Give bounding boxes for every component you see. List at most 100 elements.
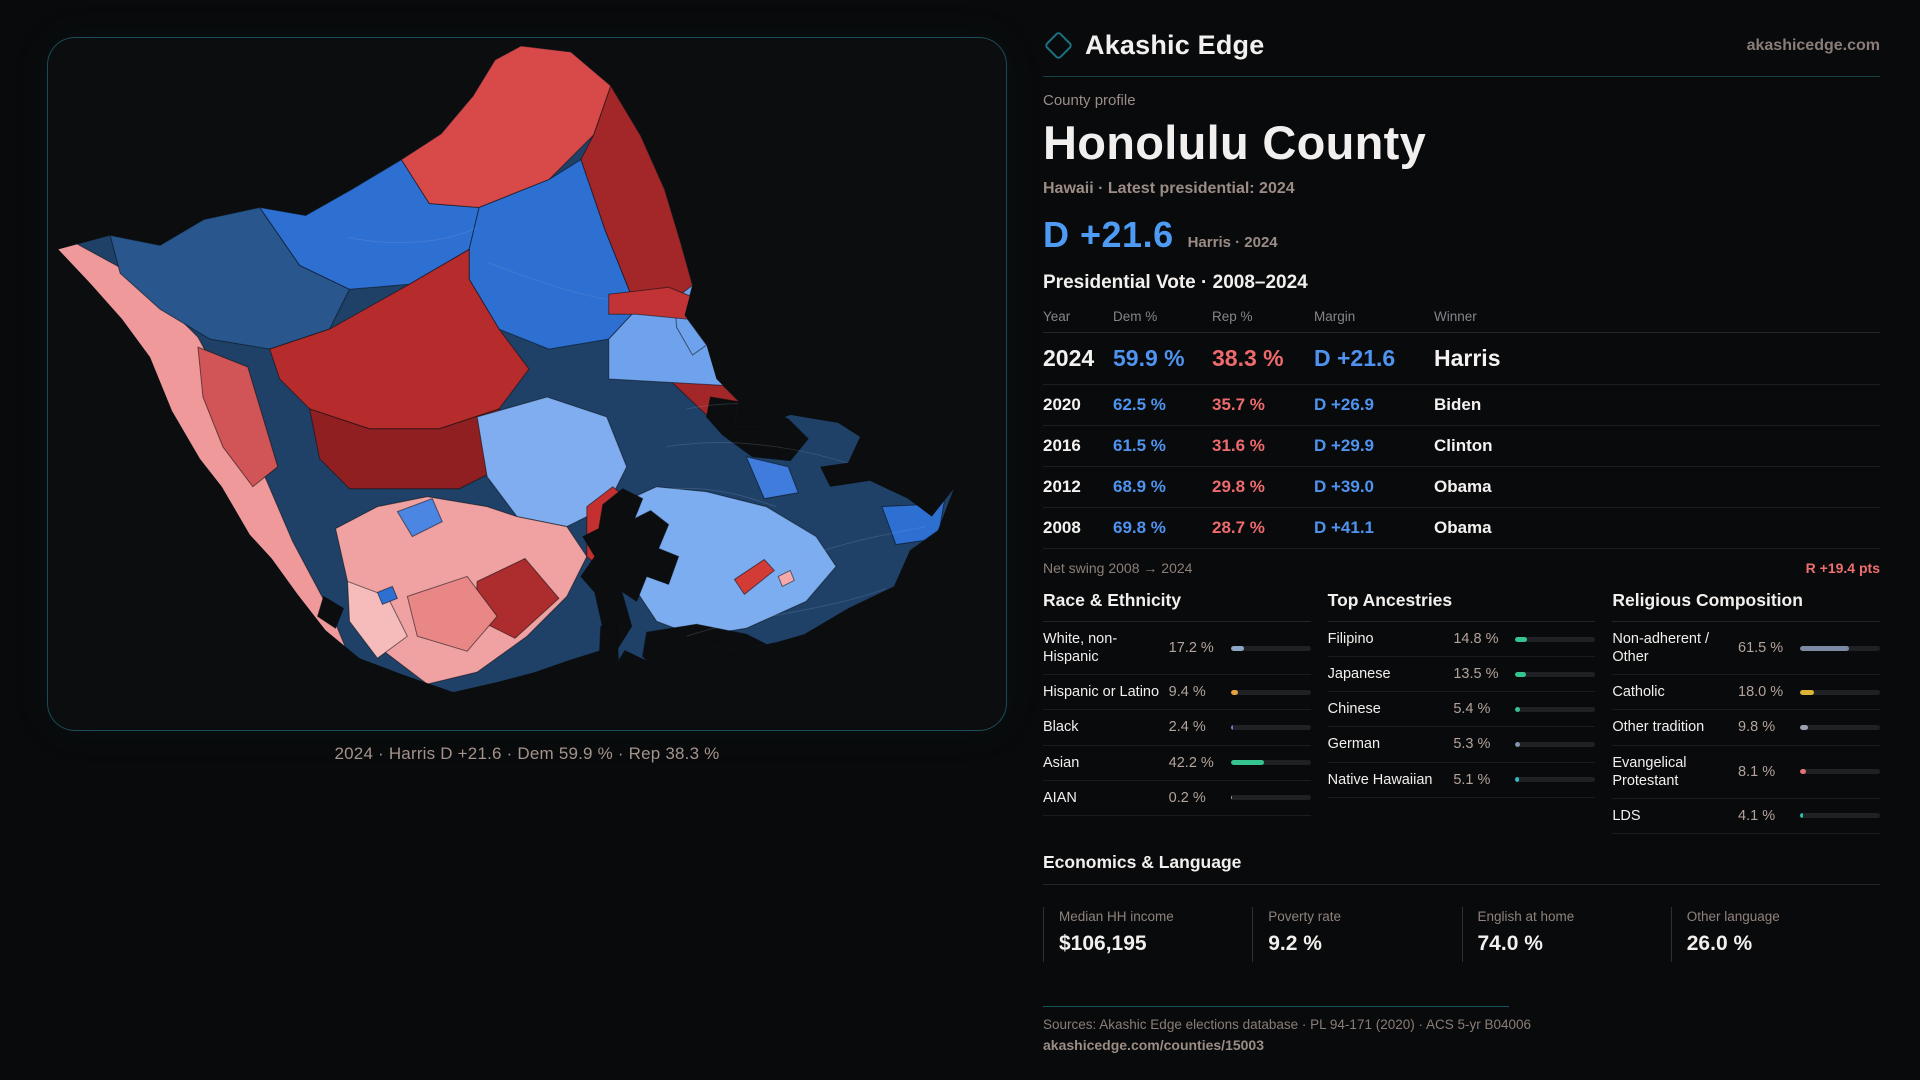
year-cell: 2012 — [1043, 466, 1113, 508]
stat-tile: Poverty rate 9.2 % — [1252, 906, 1461, 962]
oahu-precinct-map — [58, 45, 954, 693]
net-swing-label: Net swing 2008 → 2024 — [1043, 560, 1193, 576]
year-cell: 2016 — [1043, 425, 1113, 467]
bar-fill — [1800, 645, 1850, 651]
margin-cell: D +21.6 — [1314, 332, 1434, 385]
item-value: 14.8 % — [1453, 631, 1499, 648]
bar-track — [1515, 706, 1596, 712]
stat-value: $106,195 — [1059, 931, 1147, 955]
section-title: Religious Composition — [1612, 590, 1881, 622]
headline-margin-value: D +21.6 — [1043, 214, 1174, 255]
bar-fill — [1230, 689, 1239, 695]
dem-cell: 59.9 % — [1113, 332, 1212, 385]
dem-cell: 62.5 % — [1113, 384, 1212, 426]
bar-fill — [1515, 671, 1527, 677]
demographics-section: Race & Ethnicity White, non-Hispanic 17.… — [1043, 590, 1881, 834]
item-label: Non-adherent / Other — [1612, 631, 1710, 666]
item-value: 5.1 % — [1453, 771, 1491, 788]
sources-text: Sources: Akashic Edge elections database… — [1043, 1016, 1532, 1032]
bar-track — [1230, 795, 1311, 801]
diamond-icon — [1043, 30, 1074, 61]
table-row: 2012 68.9 % 29.8 % D +39.0 Obama — [1043, 466, 1880, 508]
brand-row: Akashic Edge akashicedge.com — [1043, 30, 1880, 61]
bar-track — [1515, 636, 1596, 642]
stat-tile: Median HH income $106,195 — [1043, 906, 1252, 962]
bar-track — [1230, 760, 1311, 766]
list-item: Black 2.4 % — [1043, 710, 1311, 746]
dem-cell: 68.9 % — [1113, 466, 1212, 508]
winner-cell: Obama — [1434, 466, 1880, 508]
list-item: AIAN 0.2 % — [1043, 781, 1311, 816]
dem-cell: 61.5 % — [1113, 425, 1212, 467]
stat-tile: English at home 74.0 % — [1461, 906, 1671, 962]
bar-fill — [1230, 724, 1233, 730]
rep-cell: 28.7 % — [1212, 507, 1314, 549]
header-divider — [1043, 76, 1880, 77]
table-row: 2020 62.5 % 35.7 % D +26.9 Biden — [1043, 384, 1880, 426]
stat-value: 26.0 % — [1686, 931, 1753, 955]
winner-cell: Harris — [1434, 332, 1880, 385]
stat-value: 74.0 % — [1477, 931, 1543, 955]
list-item: Japanese 13.5 % — [1327, 657, 1596, 693]
item-label: Asian — [1043, 754, 1080, 771]
winner-cell: Obama — [1434, 507, 1880, 549]
year-cell: 2024 — [1043, 332, 1113, 385]
state-subtitle: Hawaii · Latest presidential: 2024 — [1043, 180, 1295, 197]
bar-track — [1230, 689, 1311, 695]
race-ethnicity-column: Race & Ethnicity White, non-Hispanic 17.… — [1043, 590, 1311, 834]
stat-value: 9.2 % — [1268, 931, 1322, 955]
item-label: Native Hawaiian — [1327, 771, 1433, 788]
col-header-margin: Margin — [1314, 300, 1434, 333]
item-label: White, non-Hispanic — [1043, 631, 1118, 666]
margin-cell: D +26.9 — [1314, 384, 1434, 426]
item-label: Japanese — [1327, 666, 1391, 683]
item-value: 13.5 % — [1453, 666, 1499, 683]
religion-column: Religious Composition Non-adherent / Oth… — [1612, 590, 1881, 834]
stat-label: English at home — [1477, 908, 1575, 924]
item-value: 9.4 % — [1168, 684, 1206, 701]
section-title: Top Ancestries — [1327, 590, 1596, 622]
item-label: Catholic — [1612, 684, 1665, 701]
list-item: Evangelical Protestant 8.1 % — [1612, 746, 1881, 799]
stat-label: Other language — [1686, 908, 1780, 924]
item-value: 9.8 % — [1738, 719, 1776, 736]
winner-cell: Biden — [1434, 384, 1880, 426]
item-label: Black — [1043, 719, 1079, 736]
county-profile-panel: Akashic Edge akashicedge.com County prof… — [1043, 30, 1881, 1053]
year-cell: 2020 — [1043, 384, 1113, 426]
list-item: LDS 4.1 % — [1612, 799, 1881, 834]
bar-track — [1800, 813, 1881, 819]
table-row: 2016 61.5 % 31.6 % D +29.9 Clinton — [1043, 425, 1880, 467]
item-label: LDS — [1612, 807, 1641, 824]
bar-track — [1230, 645, 1311, 651]
item-value: 5.3 % — [1453, 736, 1491, 753]
item-value: 5.4 % — [1453, 701, 1491, 718]
margin-cell: D +39.0 — [1314, 466, 1434, 508]
brand-domain-link[interactable]: akashicedge.com — [1746, 36, 1880, 54]
list-item: Non-adherent / Other 61.5 % — [1612, 622, 1881, 676]
county-url-link[interactable]: akashicedge.com/counties/15003 — [1043, 1036, 1264, 1053]
bar-fill — [1800, 724, 1808, 730]
presidential-vote-table: Year Dem % Rep % Margin Winner 2024 59.9… — [1043, 300, 1880, 549]
rep-cell: 35.7 % — [1212, 384, 1314, 426]
section-title: Race & Ethnicity — [1043, 590, 1311, 622]
economics-stats-row: Median HH income $106,195 Poverty rate 9… — [1043, 906, 1880, 962]
item-label: Other tradition — [1612, 719, 1705, 736]
vote-table-title: Presidential Vote · 2008–2024 — [1043, 272, 1308, 293]
item-label: Hispanic or Latino — [1043, 684, 1160, 701]
headline-context: Harris · 2024 — [1187, 234, 1278, 251]
item-label: German — [1327, 736, 1381, 753]
map-caption: 2024 · Harris D +21.6 · Dem 59.9 % · Rep… — [334, 744, 720, 763]
margin-cell: D +29.9 — [1314, 425, 1434, 467]
stat-label: Poverty rate — [1268, 908, 1342, 924]
table-header-row: Year Dem % Rep % Margin Winner — [1043, 300, 1880, 333]
net-swing-value: R +19.4 pts — [1805, 560, 1880, 576]
col-header-dem: Dem % — [1113, 300, 1212, 333]
list-item: Asian 42.2 % — [1043, 746, 1311, 781]
bar-track — [1800, 689, 1881, 695]
list-item: Chinese 5.4 % — [1327, 692, 1596, 728]
bar-fill — [1800, 689, 1815, 695]
item-value: 42.2 % — [1168, 754, 1214, 771]
list-item: Catholic 18.0 % — [1612, 675, 1881, 711]
eyebrow-label: County profile — [1043, 92, 1136, 109]
